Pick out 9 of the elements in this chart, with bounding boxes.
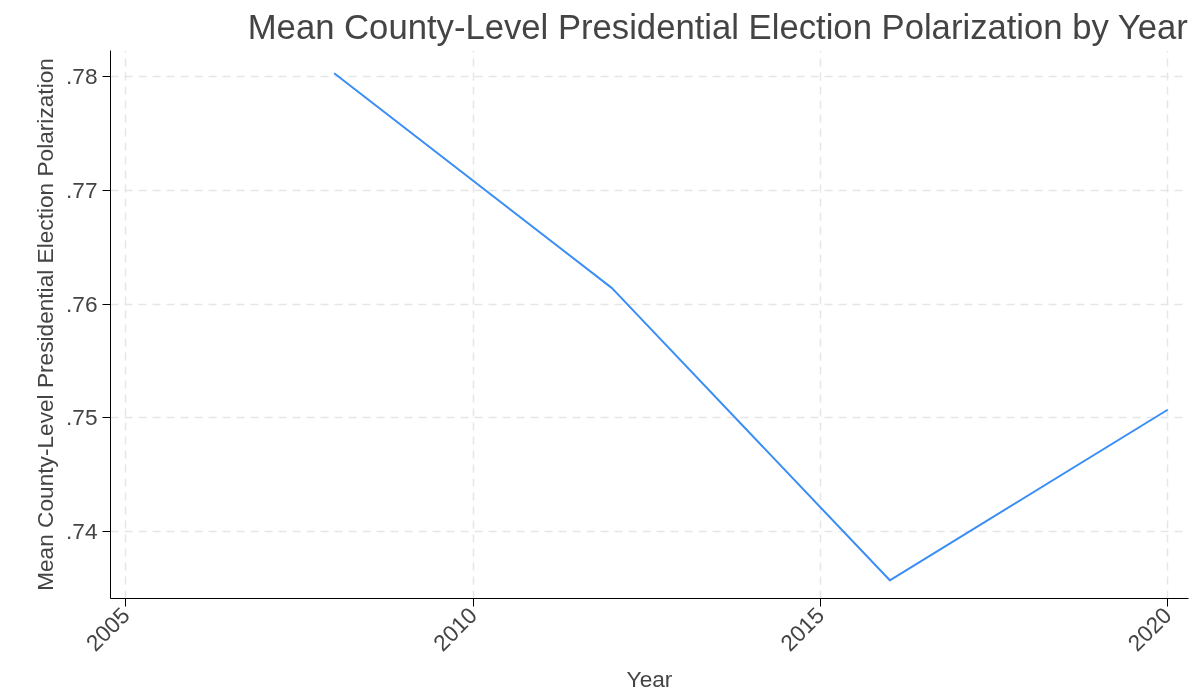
y-axis-title: Mean County-Level Presidential Election Polarization [32, 58, 58, 591]
y-tick-label: .76 [66, 290, 98, 317]
x-axis-title: Year [626, 665, 673, 692]
y-tick-label: .75 [66, 404, 98, 431]
y-tick-label: .77 [66, 176, 98, 203]
y-tick-label: .78 [66, 63, 98, 90]
line-series [333, 72, 1169, 582]
chart-title: Mean County-Level Presidential Election Polarization by Year [247, 7, 1188, 46]
y-tick-label: .74 [66, 517, 98, 544]
